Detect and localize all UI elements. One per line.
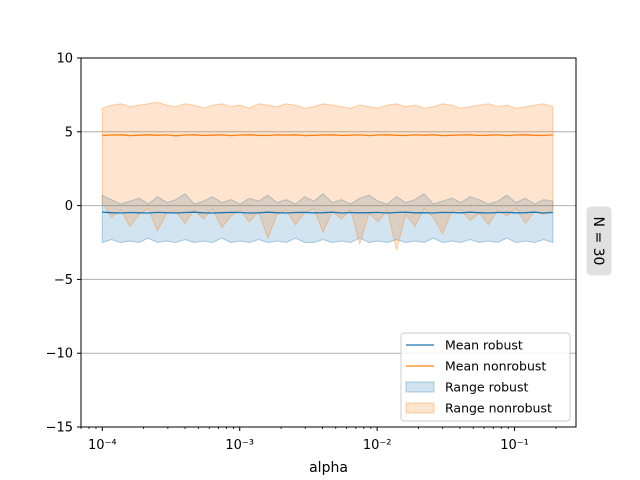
y-tick-label: −5 [54, 273, 73, 288]
legend-label: Range robust [445, 380, 528, 395]
y-axis: 10 5 0 −5 −10 −15 [46, 52, 81, 436]
line-mean-robust [102, 211, 553, 214]
line-mean-nonrobust [102, 134, 553, 137]
x-axis: 10⁻⁴ 10⁻³ 10⁻² 10⁻¹ [80, 427, 557, 453]
y-tick-label: 10 [56, 52, 73, 67]
legend-label: Range nonrobust [445, 401, 552, 416]
legend-swatch [405, 402, 435, 414]
range-bands [101, 101, 554, 251]
legend-label: Mean robust [445, 338, 523, 353]
x-tick-label: 10⁻⁴ [88, 438, 117, 453]
side-label-box [586, 206, 612, 276]
x-tick-label: 10⁻² [363, 438, 392, 453]
legend-label: Mean nonrobust [445, 359, 546, 374]
x-tick-label: 10⁻³ [225, 438, 254, 453]
band-range-robust [101, 193, 554, 244]
x-axis-label: alpha [309, 460, 348, 476]
side-annotation: N = 30 [586, 206, 612, 276]
legend: Mean robust Mean nonrobust Range robust Ran… [400, 332, 571, 422]
y-tick-label: −10 [46, 347, 73, 362]
plot-frame [80, 57, 577, 428]
y-tick-label: 0 [65, 199, 73, 214]
mean-lines [102, 134, 553, 214]
x-tick-label: 10⁻¹ [500, 438, 529, 453]
legend-swatch [405, 381, 435, 393]
legend-box [400, 332, 571, 422]
side-label-text: N = 30 [590, 217, 606, 266]
y-tick-label: 5 [65, 125, 73, 140]
y-tick-label: −15 [46, 421, 73, 436]
